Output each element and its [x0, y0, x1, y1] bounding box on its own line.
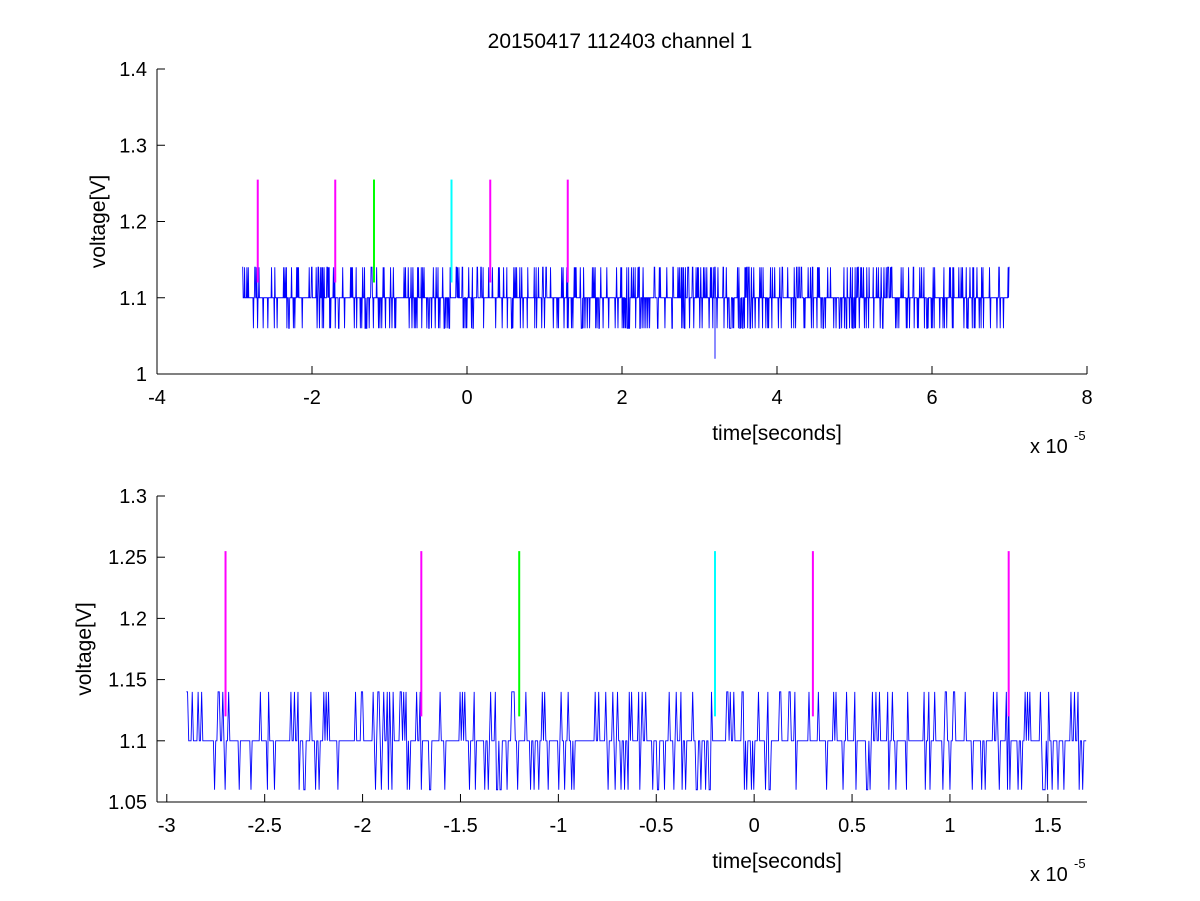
- x-tick-label: -4: [148, 387, 166, 409]
- x-tick-label: 1.5: [1034, 815, 1062, 837]
- y-tick-label: 1.1: [119, 288, 147, 310]
- y-tick-label: 1.3: [119, 486, 147, 508]
- y-tick-label: 1.2: [119, 212, 147, 234]
- x-exponent-label: x 10: [1030, 436, 1068, 458]
- y-tick-label: 1.2: [119, 608, 147, 630]
- x-exponent-power: -5: [1074, 428, 1086, 443]
- y-axis-label: voltage[V]: [73, 602, 96, 695]
- y-tick-label: 1.1: [119, 731, 147, 753]
- plot-top: -4 -2 0 2 4 6 8 1 1.1 1.2 1.3 1.4 time[seconds] volta…: [87, 59, 1093, 458]
- x-tick-label: -1: [549, 815, 567, 837]
- figure-title: 20150417 112403 channel 1: [488, 30, 753, 53]
- x-exponent-power: -5: [1074, 856, 1086, 871]
- y-tick-label: 1: [136, 364, 147, 386]
- x-tick-label: 2: [616, 387, 627, 409]
- y-tick-label: 1.4: [119, 59, 147, 81]
- y-axis-label: voltage[V]: [87, 175, 110, 268]
- x-exponent-label: x 10: [1030, 864, 1068, 886]
- x-axis-label: time[seconds]: [712, 850, 842, 873]
- x-tick-label: 8: [1081, 387, 1092, 409]
- x-tick-label: 1: [944, 815, 955, 837]
- x-tick-label: -0.5: [639, 815, 673, 837]
- plot-bottom: -3 -2.5 -2 -1.5 -1 -0.5 0 0.5 1 1.5 1.05 1.1 1.15 1.2…: [73, 486, 1087, 886]
- y-tick-label: 1.05: [108, 792, 147, 814]
- x-tick-label: 0: [749, 815, 760, 837]
- x-tick-label: -2: [303, 387, 321, 409]
- voltage-trace: [186, 691, 1087, 791]
- x-tick-label: 0.5: [838, 815, 866, 837]
- x-tick-label: -2.5: [247, 815, 281, 837]
- x-tick-label: -2: [354, 815, 372, 837]
- x-tick-label: 0: [461, 387, 472, 409]
- x-tick-label: -1.5: [443, 815, 477, 837]
- voltage-trace: [242, 266, 1010, 359]
- x-tick-label: 6: [926, 387, 937, 409]
- x-axis-label: time[seconds]: [712, 422, 842, 445]
- y-tick-label: 1.3: [119, 135, 147, 157]
- x-tick-label: -3: [158, 815, 176, 837]
- y-tick-label: 1.25: [108, 547, 147, 569]
- x-tick-label: 4: [771, 387, 782, 409]
- y-tick-label: 1.15: [108, 670, 147, 692]
